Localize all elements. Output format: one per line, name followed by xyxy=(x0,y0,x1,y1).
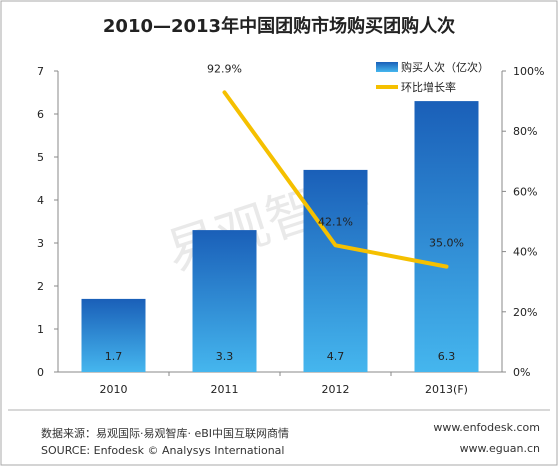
footer-url-eguan[interactable]: www.eguan.cn xyxy=(460,442,540,455)
right-tick-label: 20% xyxy=(513,306,537,319)
bar xyxy=(192,230,257,372)
line-series xyxy=(222,90,449,269)
x-tick-label: 2012 xyxy=(322,383,350,396)
bar-series xyxy=(81,101,479,372)
growth-line xyxy=(222,90,449,269)
right-tick-label: 60% xyxy=(513,185,537,198)
line-value-label: 35.0% xyxy=(429,237,464,250)
bar-value-label: 1.7 xyxy=(105,350,123,363)
footer-source-en: SOURCE: Enfodesk © Analysys Internationa… xyxy=(41,444,284,457)
legend: 购买人次（亿次） 环比增长率 xyxy=(376,60,489,94)
data-labels: 1.7 3.3 4.7 6.3 92.9% 42.1% 35.0% xyxy=(105,62,464,363)
left-tick-label: 1 xyxy=(37,323,44,336)
bar xyxy=(414,101,479,372)
left-tick-label: 5 xyxy=(37,151,44,164)
left-tick-label: 2 xyxy=(37,280,44,293)
right-tick-label: 80% xyxy=(513,125,537,138)
bar-value-label: 3.3 xyxy=(216,350,234,363)
bar-value-label: 4.7 xyxy=(327,350,345,363)
x-axis-ticks: 2010 2011 2012 2013(F) xyxy=(100,372,468,396)
legend-bar-label: 购买人次（亿次） xyxy=(401,60,489,74)
bar xyxy=(303,169,368,372)
x-tick-label: 2010 xyxy=(100,383,128,396)
x-tick-label: 2011 xyxy=(211,383,239,396)
left-tick-label: 6 xyxy=(37,108,44,121)
right-tick-label: 100% xyxy=(513,65,544,78)
right-tick-label: 40% xyxy=(513,246,537,259)
legend-line-label: 环比增长率 xyxy=(401,80,456,94)
left-tick-label: 7 xyxy=(37,65,44,78)
bar-value-label: 6.3 xyxy=(438,350,456,363)
line-value-label: 92.9% xyxy=(207,62,242,75)
left-axis-ticks: 0 1 2 3 4 5 6 7 xyxy=(37,65,58,379)
left-tick-label: 4 xyxy=(37,194,44,207)
right-tick-label: 0% xyxy=(513,366,530,379)
bar xyxy=(81,298,146,372)
chart-title: 2010—2013年中国团购市场购买团购人次 xyxy=(103,15,455,37)
right-axis-ticks: 0% 20% 40% 60% 80% 100% xyxy=(502,65,544,379)
left-tick-label: 3 xyxy=(37,237,44,250)
left-tick-label: 0 xyxy=(37,366,44,379)
footer-url-enfodesk[interactable]: www.enfodesk.com xyxy=(433,421,540,434)
line-value-label: 42.1% xyxy=(318,215,353,228)
footer-source-cn: 数据来源：易观国际·易观智库· eBI中国互联网商情 xyxy=(41,426,289,440)
legend-bar-swatch xyxy=(376,62,398,72)
x-tick-label: 2013(F) xyxy=(425,383,468,396)
